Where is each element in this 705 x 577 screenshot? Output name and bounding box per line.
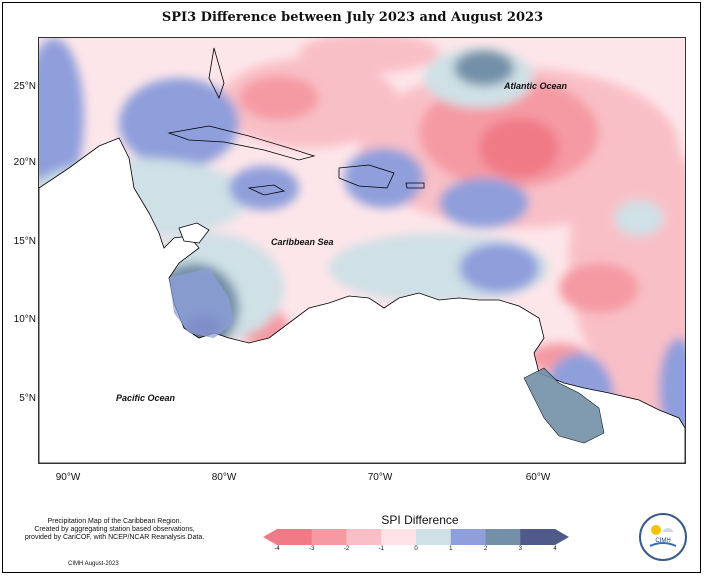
- legend-tick-label: 3: [518, 546, 522, 552]
- wet-region-puerto-rico: [439, 178, 529, 228]
- colorbar-segment: [485, 529, 521, 545]
- legend-tick-label: -3: [309, 546, 315, 552]
- legend-tick-label: -2: [343, 546, 350, 552]
- logo-wave: [649, 542, 677, 547]
- lon-label-90w: 90°W: [55, 472, 81, 483]
- cimh-logo: CIMH: [638, 512, 688, 562]
- puerto-rico-outline: [405, 182, 425, 189]
- colorbar-segment: [381, 529, 417, 545]
- label-caribbean-sea: Caribbean Sea: [271, 237, 334, 247]
- dry-patch-east: [559, 263, 639, 313]
- lat-label-25n: 25°N: [13, 81, 36, 92]
- legend-tick-label: 0: [414, 546, 418, 552]
- colorbar-arrow-high: [555, 529, 569, 545]
- jamaica-outline: [247, 184, 286, 196]
- source-label: CIMH August-2023: [68, 561, 119, 567]
- wet-land-nicaragua: [169, 268, 234, 338]
- wet-region-lesser-antilles: [459, 243, 539, 293]
- legend-tick-label: -1: [378, 546, 384, 552]
- lon-label-70w: 70°W: [367, 472, 393, 483]
- land-belize-coast: [178, 222, 210, 244]
- wet-core-atlantic-north: [454, 50, 514, 86]
- legend-tick-label: 2: [483, 546, 488, 552]
- colorbar-arrow-low: [263, 529, 277, 545]
- logo-cloud: [662, 528, 674, 532]
- lat-label-15n: 15°N: [13, 236, 36, 247]
- dry-region-east: [569, 128, 685, 388]
- legend-tick-label: -4: [274, 546, 280, 552]
- colorbar-svg: [263, 529, 569, 545]
- wet-patch-atlantic: [614, 200, 664, 236]
- dry-region-north: [299, 38, 439, 73]
- label-atlantic-ocean: Atlantic Ocean: [504, 81, 568, 91]
- logo-sun: [651, 525, 661, 535]
- wet-region-hispaniola: [344, 148, 424, 208]
- credit-line-3: provided by CariCOF, with NCEP/NCAR Rean…: [24, 534, 205, 541]
- colorbar-segment: [450, 529, 486, 545]
- colorbar-segment: [520, 529, 556, 545]
- legend-tick-label: 4: [553, 546, 557, 552]
- colorbar-segment: [346, 529, 382, 545]
- lat-label-10n: 10°N: [13, 314, 36, 325]
- spi-difference-map: [38, 37, 686, 464]
- hispaniola-outline: [338, 164, 395, 189]
- logo-svg: CIMH: [639, 513, 687, 561]
- legend-colorbar: [263, 528, 569, 551]
- lat-label-5n: 5°N: [19, 393, 36, 404]
- logo-ring: [639, 513, 687, 561]
- credit-line-1: Precipitation Map of the Caribbean Regio…: [47, 518, 182, 525]
- cuba-outline: [167, 125, 316, 161]
- wet-region-gulf: [39, 38, 84, 198]
- logo-text: CIMH: [655, 538, 670, 544]
- lon-label-60w: 60°W: [525, 472, 551, 483]
- credit-line-2: Created by aggregating station based obs…: [34, 526, 195, 533]
- map-title: SPI3 Difference between July 2023 and Au…: [161, 10, 544, 25]
- wet-region-cuba-west: [119, 78, 239, 168]
- map-svg: [39, 38, 685, 463]
- florida-outline: [208, 47, 225, 100]
- lon-label-80w: 80°W: [211, 472, 237, 483]
- wet-region-jamaica: [229, 166, 299, 210]
- land-central-south-america: [39, 137, 685, 463]
- lat-label-20n: 20°N: [13, 157, 36, 168]
- colorbar-segment: [416, 529, 452, 545]
- strong-dry-atlantic: [479, 118, 559, 178]
- dry-core-bahamas: [239, 76, 319, 120]
- wet-land-guyana: [523, 367, 605, 444]
- colorbar-segment: [311, 529, 347, 545]
- label-pacific-ocean: Pacific Ocean: [116, 393, 176, 403]
- legend-title: SPI Difference: [381, 513, 459, 527]
- credit-block: Precipitation Map of the Caribbean Regio…: [22, 518, 207, 542]
- colorbar-segment: [277, 529, 313, 545]
- legend-tick-label: 1: [449, 546, 453, 552]
